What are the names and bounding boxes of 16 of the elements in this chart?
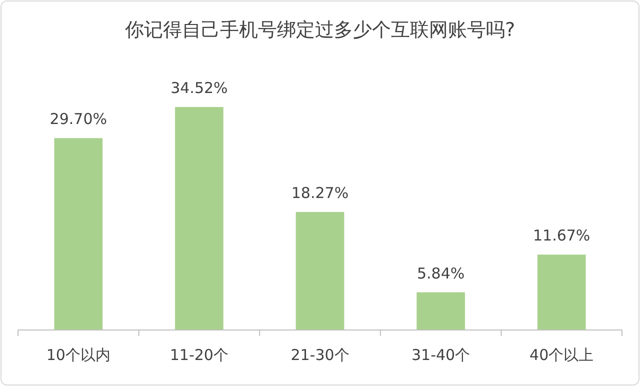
data-label: 34.52%: [170, 79, 228, 97]
x-tick-label: 11-20个: [170, 346, 228, 364]
x-tick-label: 21-30个: [290, 346, 350, 364]
data-label: 29.70%: [50, 110, 107, 128]
data-label: 18.27%: [291, 184, 349, 202]
bar: [54, 138, 103, 330]
bar: [416, 292, 465, 330]
x-tick-label: 31-40个: [412, 346, 470, 364]
bar: [537, 254, 586, 330]
chart-title: 你记得自己手机号绑定过多少个互联网账号吗?: [124, 19, 516, 41]
bar: [175, 107, 224, 330]
data-label: 11.67%: [533, 226, 590, 245]
x-tick-label: 10个以内: [46, 346, 110, 364]
bar: [296, 212, 344, 330]
data-label: 5.84%: [416, 264, 465, 282]
x-tick-label: 40个以上: [530, 346, 594, 364]
